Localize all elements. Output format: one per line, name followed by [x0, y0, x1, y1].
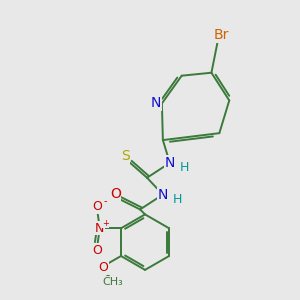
Text: Br: Br [214, 28, 229, 42]
Text: S: S [121, 149, 130, 163]
Text: +: + [102, 219, 109, 228]
Text: O: O [98, 261, 108, 274]
Text: -: - [103, 196, 107, 206]
Text: O: O [92, 244, 102, 256]
Text: N: N [94, 222, 104, 235]
Text: H: H [173, 193, 182, 206]
Text: O: O [92, 200, 102, 213]
Text: H: H [180, 161, 189, 174]
Text: O: O [110, 187, 121, 201]
Text: CH₃: CH₃ [103, 277, 124, 287]
Text: N: N [158, 188, 168, 202]
Text: N: N [165, 156, 175, 170]
Text: N: N [151, 96, 161, 110]
